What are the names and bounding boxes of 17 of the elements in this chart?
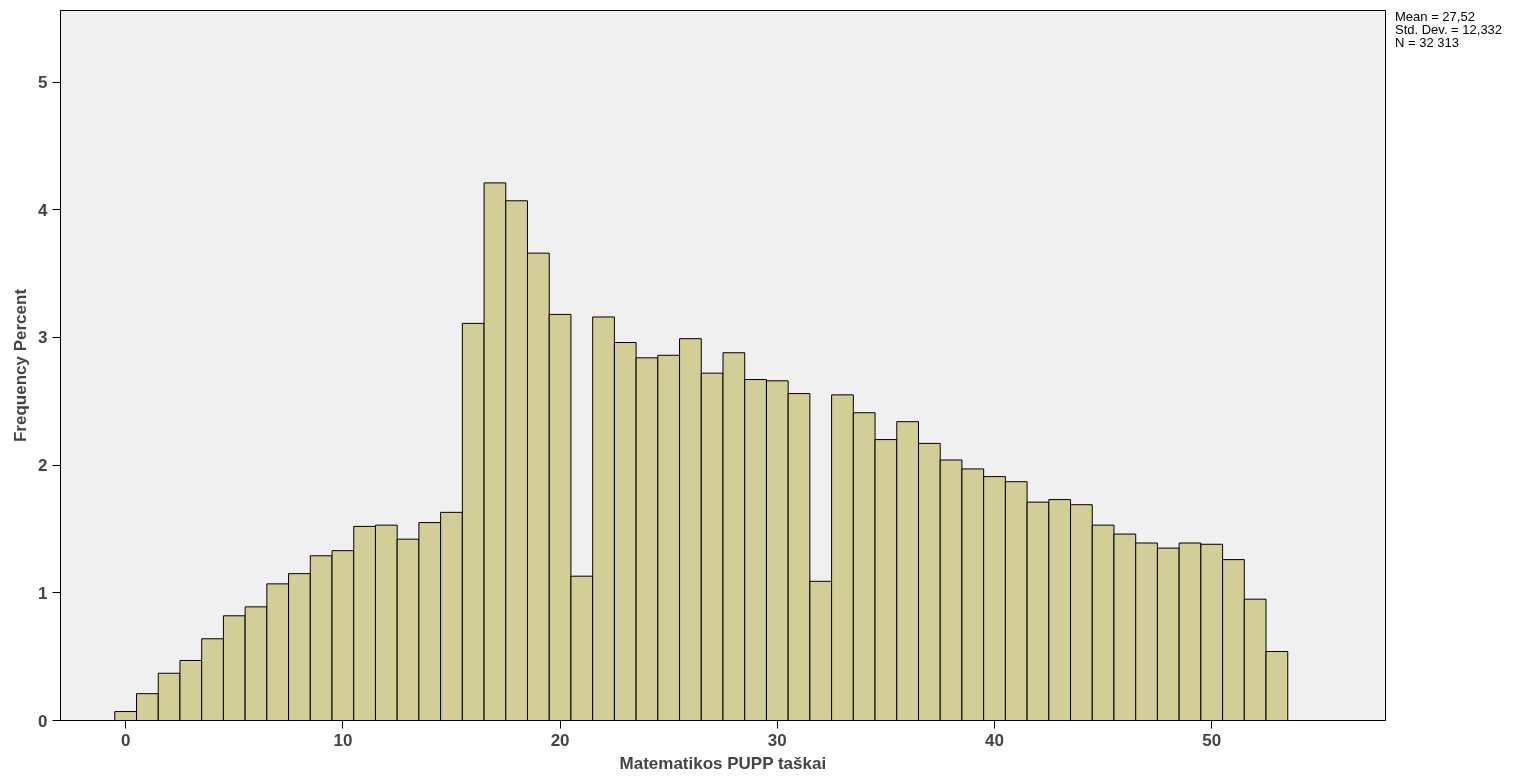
x-tick-label: 40 <box>985 730 1004 750</box>
x-axis-title: Matematikos PUPP taškai <box>619 753 827 773</box>
text: N = 32 313 <box>1395 35 1459 50</box>
text: Mean = 27,52 <box>1395 9 1475 24</box>
x-tick-label: 50 <box>1202 730 1222 750</box>
y-tick-label: 1 <box>38 583 48 603</box>
y-axis-title: Frequency Percent <box>11 288 31 443</box>
y-tick-label: 3 <box>38 328 48 348</box>
x-tick-label: 0 <box>120 730 131 750</box>
y-tick-label: 4 <box>38 200 49 220</box>
x-tick-label: 10 <box>333 730 353 750</box>
y-tick-label: 2 <box>38 456 48 476</box>
text: Std. Dev. = 12,332 <box>1395 22 1503 37</box>
x-tick-label: 20 <box>550 730 570 750</box>
y-tick-label: 0 <box>38 711 48 731</box>
y-tick-label: 5 <box>38 73 48 93</box>
x-tick-label: 30 <box>767 730 787 750</box>
